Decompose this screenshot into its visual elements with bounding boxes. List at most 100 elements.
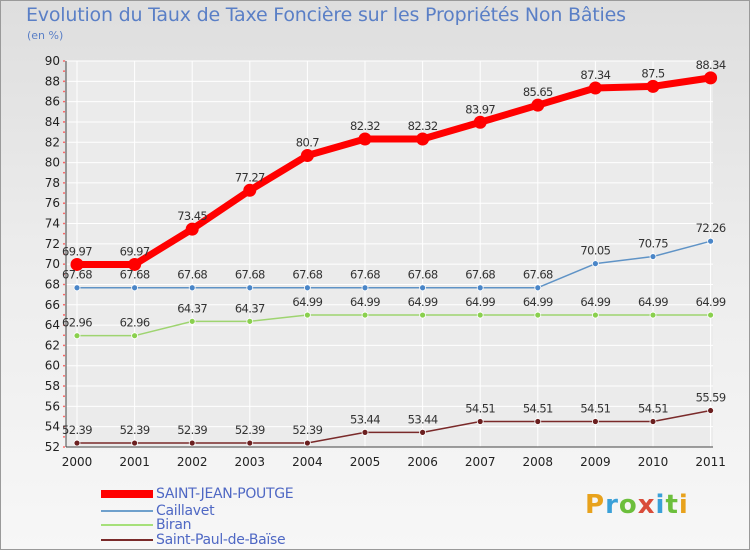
data-label: 83.97 — [465, 102, 495, 116]
grid-lines — [66, 60, 713, 448]
y-minor-tick — [63, 446, 65, 448]
y-tick-label: 68 — [45, 277, 60, 291]
y-minor-tick — [63, 253, 65, 255]
data-point — [704, 71, 718, 85]
data-label: 52.39 — [292, 423, 322, 437]
y-tick-label: 90 — [45, 54, 60, 68]
series-line — [76, 409, 712, 444]
data-point — [303, 284, 311, 292]
y-minor-tick — [63, 293, 65, 296]
data-point — [476, 311, 484, 319]
data-point — [188, 439, 196, 447]
data-point — [73, 284, 81, 292]
data-label: 52.39 — [120, 423, 150, 437]
legend-item-biran: Biran — [101, 516, 192, 534]
y-tick-label: 78 — [45, 176, 60, 190]
x-tick-label: 2005 — [350, 455, 381, 469]
data-label: 64.99 — [638, 295, 668, 309]
legend-swatch — [101, 490, 153, 498]
data-label: 80.7 — [296, 135, 319, 149]
data-point — [131, 284, 139, 292]
y-tick-label: 64 — [45, 318, 60, 332]
y-minor-tick — [63, 273, 65, 276]
data-label: 64.37 — [235, 301, 265, 315]
data-point — [131, 439, 139, 447]
data-label: 64.99 — [408, 295, 438, 309]
y-minor-tick — [63, 80, 65, 83]
data-label: 87.5 — [641, 66, 664, 80]
y-tick-label: 82 — [45, 135, 60, 149]
data-label: 69.97 — [62, 244, 92, 258]
series-lines — [70, 71, 718, 447]
x-tick-label: 2003 — [235, 455, 266, 469]
x-tick-label: 2008 — [523, 455, 554, 469]
data-label: 64.37 — [177, 301, 207, 315]
data-point — [70, 257, 84, 271]
y-minor-tick — [63, 131, 65, 134]
data-label: 72.26 — [696, 221, 726, 235]
data-point — [646, 79, 660, 93]
y-minor-tick — [63, 161, 65, 164]
data-point — [73, 332, 81, 340]
data-point — [246, 439, 254, 447]
data-point — [534, 284, 542, 292]
y-minor-tick — [63, 263, 65, 266]
x-tick-label: 2006 — [407, 455, 438, 469]
data-point — [707, 237, 714, 245]
axes — [63, 60, 713, 448]
plot-area — [66, 61, 713, 447]
series-line — [76, 240, 712, 289]
data-label: 67.68 — [62, 268, 92, 282]
x-tick-labels: 2000 2001 2002 2003 2004 2005 2006 2007 2008 2009… — [62, 455, 726, 469]
data-point — [128, 257, 142, 271]
y-minor-tick — [63, 171, 65, 174]
data-label: 54.51 — [465, 402, 495, 416]
y-tick-label: 54 — [45, 420, 60, 434]
y-minor-tick — [63, 232, 65, 235]
data-labels: 52.39 52.39 52.39 52.39 52.39 53.44 53.44 54.51… — [62, 58, 726, 437]
data-point — [649, 418, 657, 425]
data-label: 62.96 — [62, 316, 92, 330]
y-minor-tick — [63, 283, 65, 286]
series-line — [76, 314, 712, 337]
y-minor-tick — [63, 385, 65, 387]
y-minor-tick — [63, 141, 65, 144]
y-tick-label: 60 — [45, 359, 60, 373]
data-point — [592, 311, 599, 319]
data-point — [534, 311, 542, 319]
data-label: 70.75 — [638, 237, 668, 251]
legend-swatch — [101, 539, 153, 541]
x-tick-label: 2001 — [119, 455, 150, 469]
data-label: 67.68 — [408, 268, 438, 282]
y-tick-label: 88 — [45, 74, 60, 88]
data-point — [588, 81, 602, 95]
legend-swatch — [101, 510, 153, 512]
data-label: 64.99 — [292, 295, 322, 309]
data-label: 55.59 — [696, 391, 726, 405]
y-minor-tick — [63, 324, 65, 327]
y-minor-tick — [63, 425, 65, 428]
data-point — [419, 428, 427, 436]
y-minor-tick — [63, 121, 65, 123]
data-point — [361, 428, 369, 436]
data-label: 64.99 — [523, 295, 553, 309]
y-minor-tick — [63, 303, 65, 306]
data-point — [592, 418, 599, 425]
data-point — [649, 311, 657, 319]
data-point — [185, 222, 199, 236]
data-label: 67.68 — [465, 268, 495, 282]
proxiti-logo: Proxiti — [585, 490, 689, 520]
legend-label: Saint-Paul-de-Baïse — [156, 532, 286, 548]
data-point — [476, 418, 484, 425]
y-tick-label: 84 — [45, 115, 60, 129]
data-label: 67.68 — [177, 268, 207, 282]
data-point — [419, 284, 427, 292]
data-label: 67.68 — [350, 268, 380, 282]
data-label: 52.39 — [177, 423, 207, 437]
y-minor-tick — [63, 60, 65, 62]
y-tick-label: 66 — [45, 298, 60, 312]
y-minor-tick — [63, 90, 65, 93]
data-label: 54.51 — [523, 402, 553, 416]
y-minor-tick — [63, 242, 65, 245]
